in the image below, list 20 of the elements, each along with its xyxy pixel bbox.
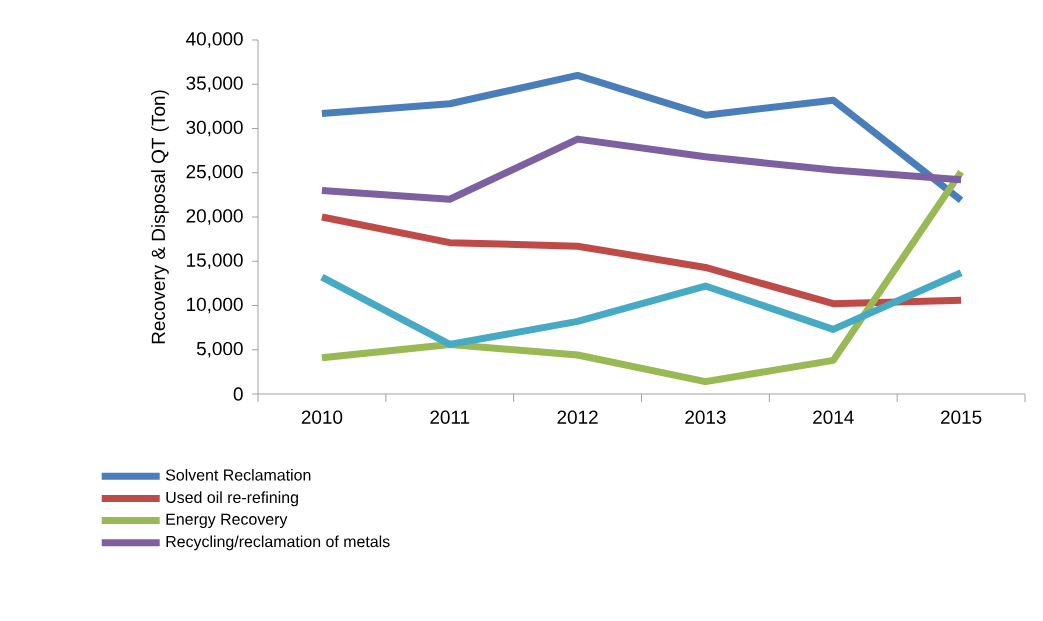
y-tick-label: 20,000 — [186, 209, 243, 225]
x-tick-label: 2014 — [813, 410, 854, 424]
x-tick-label: 2010 — [301, 410, 343, 424]
y-axis-title: Recovery & Disposal QT (Ton) — [151, 90, 169, 344]
x-tick-label: 2011 — [430, 410, 470, 424]
y-tick-label: 30,000 — [186, 120, 243, 137]
x-tick-label: 2013 — [685, 410, 726, 424]
legend-label: Recycling/reclamation of metals — [166, 535, 390, 551]
y-tick-label: 10,000 — [187, 297, 243, 314]
y-tick-label: 15,000 — [187, 253, 243, 270]
x-tick-label: 2012 — [557, 410, 598, 424]
legend-label: Solvent Reclamation — [165, 468, 311, 481]
y-tick-label: 25,000 — [186, 164, 243, 181]
legend-label: Energy Recovery — [166, 513, 288, 528]
y-tick-label: 0 — [233, 387, 243, 401]
y-tick-label: 35,000 — [186, 76, 243, 93]
x-tick-label: 2015 — [940, 410, 982, 424]
y-tick-label: 5,000 — [196, 341, 243, 358]
legend-label: Used oil re-refining — [166, 491, 298, 507]
y-tick-label: 40,000 — [186, 32, 243, 48]
